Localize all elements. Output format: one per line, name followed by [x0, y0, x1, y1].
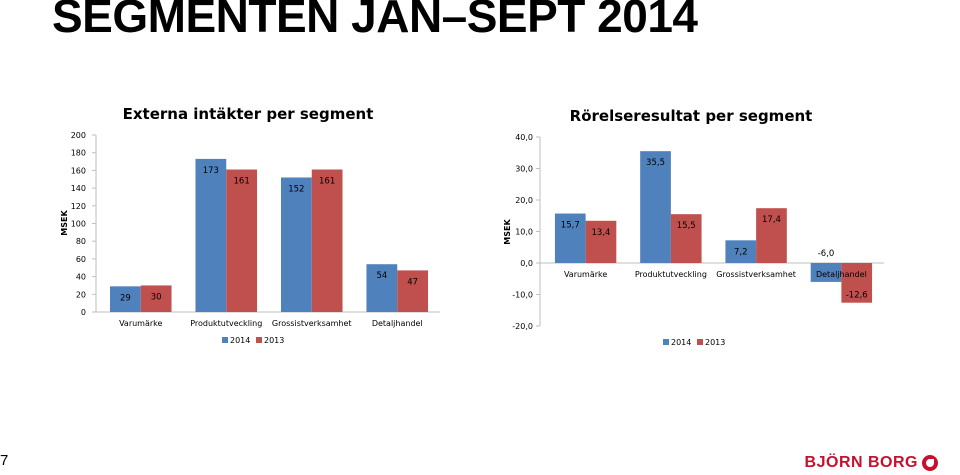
chart1-bar-2013: [140, 285, 172, 312]
chart1-bar-2013: [226, 169, 258, 312]
chart1-plot: 0 20 40 60 80 100 120 140 160 180 200 29 30 Varumärke…: [71, 131, 440, 345]
chart1-category-label: Produktutveckling: [190, 319, 262, 328]
chart2-legend-swatch: [663, 339, 669, 345]
chart1-data-label: 161: [234, 177, 250, 187]
chart1-data-label: 161: [319, 177, 335, 187]
chart2-category-label: Varumärke: [564, 270, 607, 279]
chart2-bar-2013: [670, 214, 702, 263]
chart1-tick-label: 80: [76, 237, 86, 246]
chart2-data-label: 17,4: [762, 215, 781, 225]
chart1-data-label: 54: [376, 271, 387, 281]
chart1-tick-label: 160: [71, 166, 86, 175]
chart2-legend-label: 2013: [705, 338, 725, 347]
chart1-data-label: 47: [407, 277, 418, 287]
chart1-tick-label: 200: [71, 131, 86, 140]
chart1-ylabel: MSEK: [60, 210, 69, 236]
chart2-data-label: -12,6: [846, 291, 868, 301]
chart1-tick-label: 100: [71, 220, 86, 229]
chart2-tick-label: 0,0: [520, 259, 533, 268]
chart1-data-label: 30: [151, 292, 162, 302]
chart1-bar-2014: [109, 286, 141, 312]
chart2-bar-2014: [640, 151, 671, 263]
chart2-category-label: Produktutveckling: [635, 270, 707, 279]
chart2-data-label: 15,7: [561, 221, 580, 231]
chart1-legend-label: 2013: [264, 336, 284, 345]
chart2-tick-label: 10,0: [515, 228, 533, 237]
chart1-bar-2014: [366, 264, 398, 312]
chart2-tick-label: -20,0: [512, 322, 533, 331]
chart1-data-label: 29: [120, 293, 131, 303]
chart1-category-label: Grossistverksamhet: [272, 319, 352, 328]
chart2-tick-label: 30,0: [515, 165, 533, 174]
chart1-tick-label: 180: [71, 149, 86, 158]
chart1-bar-2013: [311, 169, 343, 312]
logo-text: BJÖRN BORG: [804, 454, 918, 471]
chart2-category-label: Detaljhandel: [816, 270, 867, 279]
chart2-legend-label: 2014: [671, 338, 691, 347]
chart2-category-label: Grossistverksamhet: [716, 270, 796, 279]
chart1-bar-2014: [195, 158, 227, 312]
chart2-bar-2014: [810, 263, 842, 282]
chart1-tick-label: 40: [76, 273, 86, 282]
chart2-tick-label: -10,0: [512, 291, 533, 300]
chart1-data-label: 173: [203, 166, 219, 176]
chart1-bar-2013: [397, 270, 429, 312]
chart2-bar-2014: [725, 240, 757, 263]
chart2-plot: -20,0 -10,0 0,0 10,0 20,0 30,0 40,0 15,7 13,4 Var…: [512, 133, 884, 347]
chart1-category-label: Varumärke: [119, 319, 162, 328]
chart1-legend-swatch: [256, 337, 262, 343]
chart1-tick-label: 0: [81, 308, 86, 317]
page-number: 7: [0, 452, 9, 469]
chart2-data-label: 7,2: [734, 247, 748, 257]
chart2-data-label: 35,5: [646, 158, 665, 168]
chart1-legend-swatch: [222, 337, 228, 343]
chart2-tick-label: 20,0: [515, 196, 533, 205]
chart2-bar-2013: [756, 208, 787, 263]
chart1-tick-label: 60: [76, 255, 86, 264]
chart2-bar-2013: [841, 263, 873, 303]
chart2-data-label: 13,4: [592, 228, 611, 238]
chart2-tick-label: 40,0: [515, 133, 533, 142]
chart1-data-label: 152: [288, 184, 304, 194]
chart2-data-label: 15,5: [677, 221, 696, 231]
chart2-bar-2014: [554, 213, 586, 263]
chart1-tick-label: 120: [71, 202, 86, 211]
chart1-title: Externa intäkter per segment: [123, 105, 374, 123]
chart2-title: Rörelseresultat per segment: [570, 107, 813, 125]
chart2-legend-swatch: [697, 339, 703, 345]
page-title: SEGMENTEN JAN–SEPT 2014: [52, 0, 698, 42]
chart1-tick-label: 140: [71, 184, 86, 193]
chart2-bar-2013: [585, 220, 617, 263]
brand-logo: BJÖRN BORG: [805, 454, 938, 472]
chart1-legend-label: 2014: [230, 336, 250, 345]
chart1-category-label: Detaljhandel: [372, 319, 423, 328]
logo-mark-icon: [922, 455, 938, 471]
chart1-bar-2014: [280, 177, 312, 312]
chart1-tick-label: 20: [76, 290, 86, 299]
chart2-data-label: -6,0: [818, 249, 835, 259]
chart2-ylabel: MSEK: [503, 219, 512, 245]
